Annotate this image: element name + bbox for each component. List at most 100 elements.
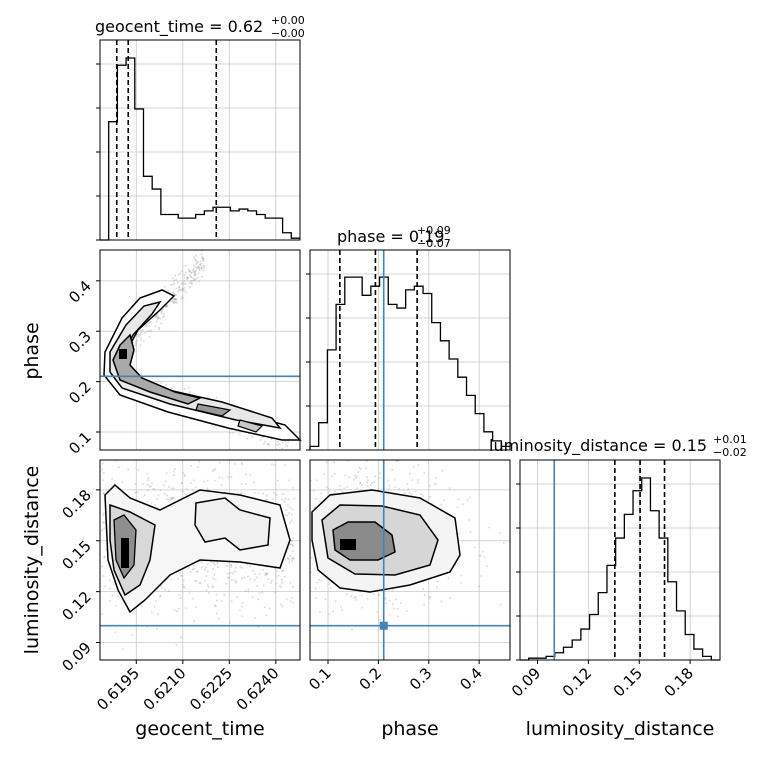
scatter-point bbox=[398, 487, 401, 490]
scatter-point bbox=[180, 297, 183, 300]
scatter-point bbox=[230, 564, 233, 567]
scatter-point bbox=[262, 584, 265, 587]
scatter-point bbox=[290, 513, 293, 516]
panel-frame bbox=[99, 459, 301, 661]
scatter-point bbox=[132, 341, 135, 344]
scatter-point bbox=[172, 474, 175, 477]
scatter-point bbox=[204, 568, 207, 571]
scatter-point bbox=[466, 499, 469, 502]
scatter-point bbox=[173, 293, 176, 296]
scatter-point bbox=[230, 476, 233, 479]
density-peak bbox=[340, 539, 356, 550]
scatter-point bbox=[212, 561, 215, 564]
scatter-point bbox=[249, 473, 252, 476]
scatter-point bbox=[180, 270, 183, 273]
scatter-point bbox=[185, 493, 188, 496]
scatter-point bbox=[276, 479, 279, 482]
scatter-point bbox=[289, 506, 292, 509]
scatter-point bbox=[184, 264, 187, 267]
scatter-point bbox=[218, 476, 221, 479]
scatter-point bbox=[255, 576, 258, 579]
scatter-point bbox=[318, 500, 321, 503]
x-tick-label: 0.4 bbox=[456, 664, 486, 694]
scatter-point bbox=[196, 265, 199, 268]
scatter-point bbox=[468, 519, 471, 522]
scatter-point bbox=[186, 277, 189, 280]
scatter-point bbox=[410, 493, 413, 496]
scatter-point bbox=[488, 526, 491, 529]
scatter-point bbox=[170, 578, 173, 581]
xlabel-phase: phase bbox=[381, 718, 438, 740]
scatter-point bbox=[429, 495, 432, 498]
scatter-point bbox=[167, 289, 170, 292]
scatter-point bbox=[173, 608, 176, 611]
scatter-point bbox=[154, 504, 157, 507]
scatter-point bbox=[261, 492, 264, 495]
scatter-point bbox=[189, 274, 192, 277]
scatter-point bbox=[102, 492, 105, 495]
scatter-point bbox=[387, 487, 390, 490]
scatter-point bbox=[285, 598, 288, 601]
scatter-point bbox=[256, 584, 259, 587]
scatter-point bbox=[181, 472, 184, 475]
scatter-point bbox=[240, 577, 243, 580]
scatter-point bbox=[238, 433, 241, 436]
scatter-point bbox=[108, 599, 111, 602]
scatter-point bbox=[254, 616, 257, 619]
scatter-point bbox=[365, 481, 368, 484]
scatter-point bbox=[292, 550, 295, 553]
scatter-point bbox=[150, 611, 153, 614]
scatter-point bbox=[272, 491, 275, 494]
scatter-point bbox=[183, 283, 186, 286]
scatter-point bbox=[393, 478, 396, 481]
scatter-point bbox=[173, 298, 176, 301]
scatter-point bbox=[436, 580, 439, 583]
scatter-point bbox=[320, 492, 323, 495]
scatter-point bbox=[265, 614, 268, 617]
scatter-point bbox=[187, 268, 190, 271]
scatter-point bbox=[194, 258, 197, 261]
scatter-point bbox=[198, 268, 201, 271]
y-tick-label: 0.4 bbox=[65, 277, 95, 307]
scatter-point bbox=[102, 521, 105, 524]
scatter-point bbox=[240, 491, 243, 494]
contour-island bbox=[194, 497, 271, 551]
scatter-point bbox=[101, 613, 104, 616]
scatter-point bbox=[175, 298, 178, 301]
scatter-point bbox=[117, 595, 120, 598]
scatter-point bbox=[191, 597, 194, 600]
scatter-point bbox=[233, 579, 236, 582]
scatter-point bbox=[183, 473, 186, 476]
scatter-point bbox=[140, 604, 143, 607]
scatter-point bbox=[134, 491, 137, 494]
scatter-point bbox=[146, 330, 149, 333]
scatter-point bbox=[192, 565, 195, 568]
scatter-point bbox=[150, 330, 153, 333]
scatter-point bbox=[213, 564, 216, 567]
scatter-point bbox=[160, 381, 163, 384]
scatter-point bbox=[140, 331, 143, 334]
scatter-point bbox=[181, 295, 184, 298]
scatter-point bbox=[374, 475, 377, 478]
scatter-point bbox=[458, 532, 461, 535]
scatter-point bbox=[202, 256, 205, 259]
scatter-point bbox=[277, 440, 280, 443]
scatter-point bbox=[200, 253, 203, 256]
scatter-point bbox=[144, 325, 147, 328]
scatter-point bbox=[182, 288, 185, 291]
scatter-point bbox=[178, 288, 181, 291]
scatter-point bbox=[134, 482, 137, 485]
panel-frame bbox=[99, 249, 301, 451]
scatter-point bbox=[160, 312, 163, 315]
scatter-point bbox=[202, 259, 205, 262]
scatter-point bbox=[286, 445, 289, 448]
scatter-point bbox=[354, 596, 357, 599]
y-tick-label: 0.12 bbox=[58, 588, 94, 624]
scatter-point bbox=[240, 462, 243, 465]
scatter-point bbox=[151, 482, 154, 485]
scatter-point bbox=[177, 607, 180, 610]
scatter-point bbox=[164, 305, 167, 308]
scatter-point bbox=[159, 317, 162, 320]
scatter-point bbox=[203, 480, 206, 483]
scatter-point bbox=[166, 304, 169, 307]
